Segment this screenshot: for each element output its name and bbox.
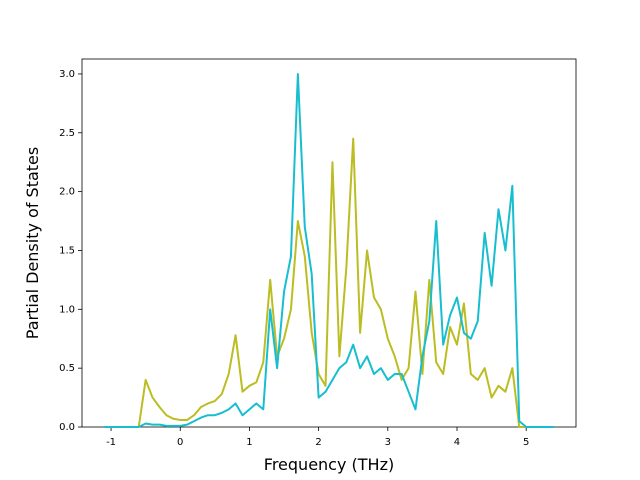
series-line (104, 72, 554, 428)
y-tick-label: 3.0 (59, 69, 75, 80)
x-tick-label: -1 (106, 437, 116, 448)
x-tick-label: 1 (246, 437, 252, 448)
x-tick-label: 0 (177, 437, 183, 448)
x-tick-label: 4 (454, 437, 460, 448)
y-tick-label: 0.0 (59, 422, 75, 433)
y-tick-label: 1.5 (59, 245, 75, 256)
x-tick-label: 3 (385, 437, 391, 448)
y-tick-label: 2.0 (59, 187, 75, 198)
series-line (104, 137, 554, 428)
x-tick-label: 5 (523, 437, 529, 448)
plot-frame (81, 58, 577, 428)
y-tick-label: 2.5 (59, 128, 75, 139)
x-axis-label: Frequency (THz) (264, 455, 394, 474)
y-tick-label: 0.5 (59, 363, 75, 374)
y-tick-label: 1.0 (59, 304, 75, 315)
x-tick-label: 2 (315, 437, 321, 448)
y-axis-label: Partial Density of States (23, 147, 42, 339)
